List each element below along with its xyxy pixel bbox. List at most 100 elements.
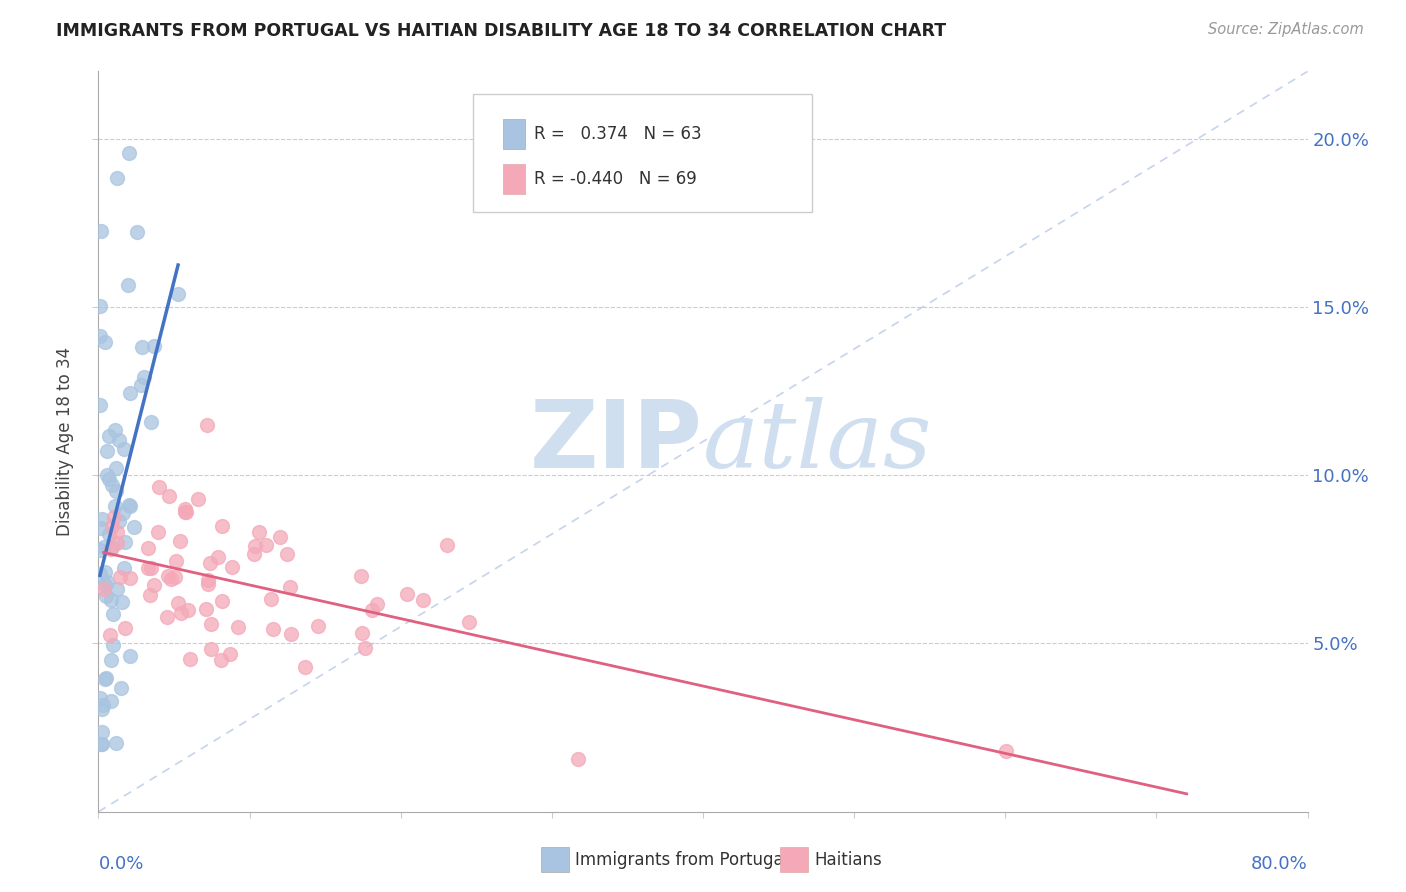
- Text: 0.0%: 0.0%: [98, 855, 143, 873]
- Point: [105, 524, 128, 539]
- Text: Source: ZipAtlas.com: Source: ZipAtlas.com: [1208, 22, 1364, 37]
- Point: [107, 514, 129, 528]
- Text: Immigrants from Portugal: Immigrants from Portugal: [575, 851, 789, 869]
- Point: [395, 587, 418, 601]
- Point: [90, 521, 112, 535]
- Point: [122, 520, 145, 534]
- Point: [104, 500, 127, 514]
- Point: [195, 601, 218, 615]
- Point: [436, 537, 458, 551]
- Point: [174, 505, 197, 519]
- Point: [96, 589, 118, 603]
- Point: [90, 223, 112, 237]
- Point: [118, 498, 141, 512]
- Point: [94, 671, 117, 685]
- Point: [211, 593, 233, 607]
- Point: [243, 539, 266, 553]
- Point: [242, 547, 264, 561]
- Point: [94, 335, 117, 350]
- Point: [412, 593, 434, 607]
- Point: [200, 642, 222, 657]
- Point: [89, 299, 111, 313]
- Y-axis label: Disability Age 18 to 34: Disability Age 18 to 34: [56, 347, 75, 536]
- Point: [100, 653, 122, 667]
- Point: [97, 527, 120, 541]
- Point: [278, 580, 301, 594]
- Point: [139, 415, 162, 429]
- Point: [93, 672, 115, 686]
- Point: [93, 582, 115, 596]
- Point: [174, 502, 197, 516]
- Point: [104, 736, 127, 750]
- Point: [101, 540, 124, 554]
- Point: [114, 621, 136, 635]
- Point: [350, 626, 373, 640]
- Point: [262, 622, 284, 636]
- Point: [141, 561, 163, 575]
- Point: [91, 701, 114, 715]
- Point: [94, 565, 117, 579]
- Point: [114, 534, 136, 549]
- Point: [200, 617, 222, 632]
- Point: [120, 386, 142, 401]
- Point: [165, 554, 187, 568]
- Point: [138, 560, 160, 574]
- Point: [136, 541, 159, 555]
- Point: [96, 574, 118, 589]
- Point: [259, 591, 281, 606]
- Point: [118, 571, 141, 585]
- Point: [254, 538, 277, 552]
- Point: [91, 738, 114, 752]
- Text: atlas: atlas: [703, 397, 932, 486]
- Point: [247, 525, 270, 540]
- Point: [118, 146, 141, 161]
- Point: [187, 492, 209, 507]
- Point: [89, 329, 111, 343]
- Point: [167, 596, 190, 610]
- Point: [280, 627, 302, 641]
- Point: [101, 478, 124, 492]
- Point: [567, 752, 589, 766]
- Point: [96, 467, 118, 482]
- Point: [93, 540, 115, 554]
- Point: [100, 694, 122, 708]
- Point: [105, 582, 128, 597]
- Point: [100, 627, 122, 641]
- Point: [89, 690, 111, 705]
- Point: [104, 423, 127, 437]
- Point: [177, 603, 200, 617]
- Point: [209, 653, 232, 667]
- Text: 80.0%: 80.0%: [1251, 855, 1308, 873]
- Point: [117, 277, 139, 292]
- Text: ZIP: ZIP: [530, 395, 703, 488]
- Text: R = -0.440   N = 69: R = -0.440 N = 69: [534, 169, 696, 187]
- Point: [90, 512, 112, 526]
- Point: [101, 638, 124, 652]
- Point: [148, 480, 170, 494]
- FancyBboxPatch shape: [474, 94, 811, 212]
- Point: [111, 595, 134, 609]
- Point: [90, 725, 112, 739]
- Text: IMMIGRANTS FROM PORTUGAL VS HAITIAN DISABILITY AGE 18 TO 34 CORRELATION CHART: IMMIGRANTS FROM PORTUGAL VS HAITIAN DISA…: [56, 22, 946, 40]
- Point: [129, 377, 152, 392]
- Point: [131, 340, 153, 354]
- Point: [108, 434, 131, 448]
- Point: [198, 556, 221, 570]
- Text: Haitians: Haitians: [814, 851, 882, 869]
- Point: [89, 566, 111, 581]
- Point: [350, 569, 373, 583]
- Point: [156, 569, 179, 583]
- Point: [195, 417, 218, 432]
- Point: [143, 339, 166, 353]
- Point: [307, 619, 329, 633]
- Point: [163, 569, 186, 583]
- Point: [101, 519, 124, 533]
- Point: [139, 588, 162, 602]
- Point: [96, 444, 118, 458]
- Point: [127, 225, 149, 239]
- Point: [156, 609, 179, 624]
- Point: [179, 652, 201, 666]
- Point: [132, 369, 155, 384]
- Point: [91, 698, 114, 713]
- Point: [89, 542, 111, 557]
